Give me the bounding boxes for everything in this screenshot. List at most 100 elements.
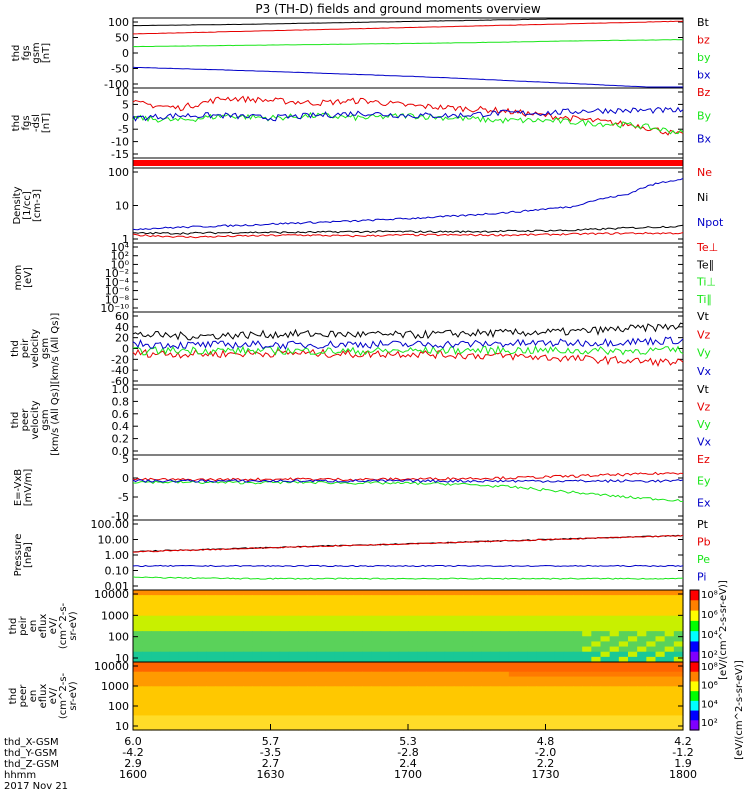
heatmap-cell [169, 710, 180, 717]
heatmap-cell [508, 720, 519, 726]
heatmap-cell [545, 715, 556, 721]
heatmap-cell [573, 636, 583, 643]
heatmap-cell [563, 610, 574, 617]
heatmap-cell [417, 671, 427, 678]
heatmap-cell [261, 676, 272, 683]
colorbar-tick-label: 10⁶ [701, 681, 718, 692]
heatmap-cell [160, 691, 171, 697]
y-tick-label: 5 [122, 453, 129, 466]
heatmap-cell [435, 646, 446, 653]
heatmap-cell [563, 631, 574, 637]
heatmap-cell [252, 626, 262, 632]
heatmap-cell [188, 651, 198, 658]
heatmap-cell [417, 715, 427, 721]
heatmap-cell [334, 662, 345, 668]
heatmap-cell [426, 600, 437, 607]
heatmap-cell [600, 710, 611, 717]
heatmap-cell [353, 626, 363, 632]
heatmap-cell [536, 705, 547, 712]
heatmap-cell [673, 631, 684, 637]
heatmap-cell [178, 681, 189, 687]
heatmap-cell [270, 705, 281, 712]
heatmap-cell [362, 725, 372, 731]
y-axis-label-line: [nT] [41, 43, 52, 63]
heatmap-cell [151, 691, 162, 697]
heatmap-cell [270, 656, 281, 663]
heatmap-cell [444, 631, 455, 637]
heatmap-cell [197, 725, 207, 731]
legend-6-1: Ey [697, 475, 711, 488]
heatmap-cell [334, 725, 345, 731]
heatmap-cell [343, 651, 354, 658]
heatmap-cell [325, 662, 336, 668]
heatmap-cell [582, 696, 592, 702]
heatmap-cell [160, 656, 171, 663]
heatmap-cell [453, 681, 464, 687]
heatmap-cell [655, 600, 666, 607]
y-tick-label: 10² [111, 250, 129, 263]
heatmap-cell [371, 705, 382, 712]
heatmap-cell [573, 686, 583, 692]
heatmap-cell [408, 691, 418, 697]
heatmap-cell [536, 641, 547, 648]
heatmap-cell [453, 656, 464, 663]
heatmap-cell [472, 636, 482, 643]
heatmap-cell [133, 651, 143, 658]
heatmap-cell [307, 715, 317, 721]
y-tick-label: 10⁰ [111, 258, 130, 271]
heatmap-cell [408, 636, 418, 643]
series-4-1 [132, 348, 684, 367]
heatmap-cell [169, 651, 180, 658]
heatmap-cell [188, 666, 198, 673]
heatmap-cell [243, 651, 253, 658]
heatmap-cell [380, 710, 391, 717]
heatmap-cell [233, 590, 244, 596]
heatmap-cell [435, 610, 446, 617]
heatmap-cell [609, 671, 620, 678]
heatmap-cell [279, 600, 290, 607]
heatmap-cell [637, 656, 647, 663]
heatmap-cell [628, 676, 638, 683]
heatmap-cell [316, 720, 327, 726]
heatmap-cell [215, 696, 226, 702]
heatmap-cell [655, 666, 666, 673]
heatmap-cell [417, 615, 427, 622]
heatmap-cell [307, 720, 317, 726]
heatmap-cell [426, 636, 437, 643]
heatmap-cell [417, 600, 427, 607]
heatmap-cell [298, 686, 308, 692]
heatmap-cell [206, 715, 217, 721]
heatmap-cell [508, 651, 519, 658]
heatmap-cell [591, 595, 602, 601]
y-tick-label: 0 [122, 343, 129, 356]
heatmap-cell [353, 605, 363, 612]
heatmap-cell [169, 600, 180, 607]
heatmap-cell [261, 631, 272, 637]
heatmap-cell [591, 626, 602, 632]
heatmap-cell [288, 705, 299, 712]
heatmap-cell [490, 610, 501, 617]
heatmap-cell [472, 715, 482, 721]
heatmap-cell [453, 700, 464, 707]
heatmap-cell [389, 656, 400, 663]
heatmap-cell [362, 662, 372, 668]
heatmap-cell [426, 691, 437, 697]
heatmap-cell [160, 700, 171, 707]
heatmap-cell [307, 600, 317, 607]
heatmap-cell [197, 720, 207, 726]
heatmap-cell [151, 725, 162, 731]
y-axis-label-line: eV/ [48, 687, 59, 704]
heatmap-cell [188, 681, 198, 687]
heatmap-cell [178, 705, 189, 712]
heatmap-cell [178, 666, 189, 673]
heatmap-cell [362, 631, 372, 637]
heatmap-cell [160, 715, 171, 721]
heatmap-cell [362, 710, 372, 717]
heatmap-cell [279, 646, 290, 653]
heatmap-cell [536, 620, 547, 627]
colorbar-tick-label: 10² [701, 718, 718, 729]
heatmap-cell [224, 610, 235, 617]
heatmap-cell [618, 686, 629, 692]
heatmap-cell [169, 590, 180, 596]
